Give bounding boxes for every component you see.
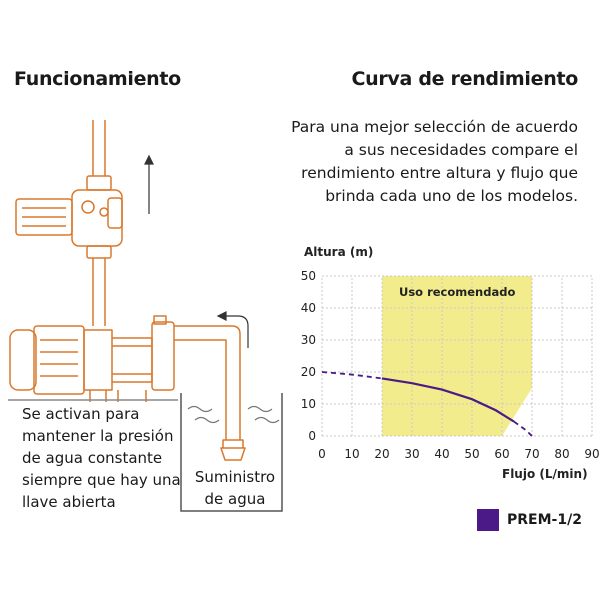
water-tank (180, 393, 283, 512)
function-caption: Se activan para mantener la presión de a… (22, 405, 181, 511)
curve-description: Para una mejor selección de acuerdo a su… (291, 118, 578, 205)
legend-swatch-prem (477, 509, 499, 531)
y-axis-label: Altura (m) (304, 245, 373, 259)
x-tick-label-4: 40 (434, 447, 449, 461)
performance-curve-title: Curva de rendimiento (351, 68, 578, 90)
x-tick-label-7: 70 (524, 447, 539, 461)
functioning-title: Funcionamiento (14, 68, 181, 90)
water-supply-label: Suministro de agua (194, 468, 276, 508)
y-tick-label-4: 40 (301, 301, 316, 315)
curve-dashed-start (321, 371, 383, 380)
legend-label-prem: PREM-1/2 (507, 512, 582, 528)
y-tick-label-3: 30 (301, 333, 316, 347)
x-tick-label-1: 10 (344, 447, 359, 461)
water-surface-icon (187, 405, 280, 424)
x-tick-label-9: 90 (584, 447, 599, 461)
chart-legend: PREM-1/2 (477, 509, 582, 531)
y-tick-label-5: 50 (301, 269, 316, 283)
x-tick-label-3: 30 (404, 447, 419, 461)
x-tick-label-2: 20 (374, 447, 389, 461)
x-axis-label: Flujo (L/min) (502, 467, 588, 481)
foot-valve-icon (220, 439, 246, 461)
x-tick-label-6: 60 (494, 447, 509, 461)
flow-curved-arrow-icon (216, 311, 249, 348)
x-tick-label-0: 0 (318, 447, 326, 461)
x-tick-label-8: 80 (554, 447, 569, 461)
recommended-zone (382, 276, 532, 436)
suction-pipe (174, 325, 241, 440)
y-tick-label-2: 20 (301, 365, 316, 379)
pump-motor-icon (9, 315, 175, 402)
connector-pipe (92, 258, 106, 326)
outlet-pipe (92, 120, 106, 176)
curve-dashed-end (513, 420, 533, 437)
x-tick-label-5: 50 (464, 447, 479, 461)
curve-solid (381, 377, 515, 423)
y-tick-label-1: 10 (301, 397, 316, 411)
y-tick-label-0: 0 (308, 429, 316, 443)
recommended-zone-label: Uso recomendado (399, 285, 515, 299)
pressure-controller-icon (15, 175, 123, 259)
flow-up-arrow-icon (144, 154, 154, 214)
